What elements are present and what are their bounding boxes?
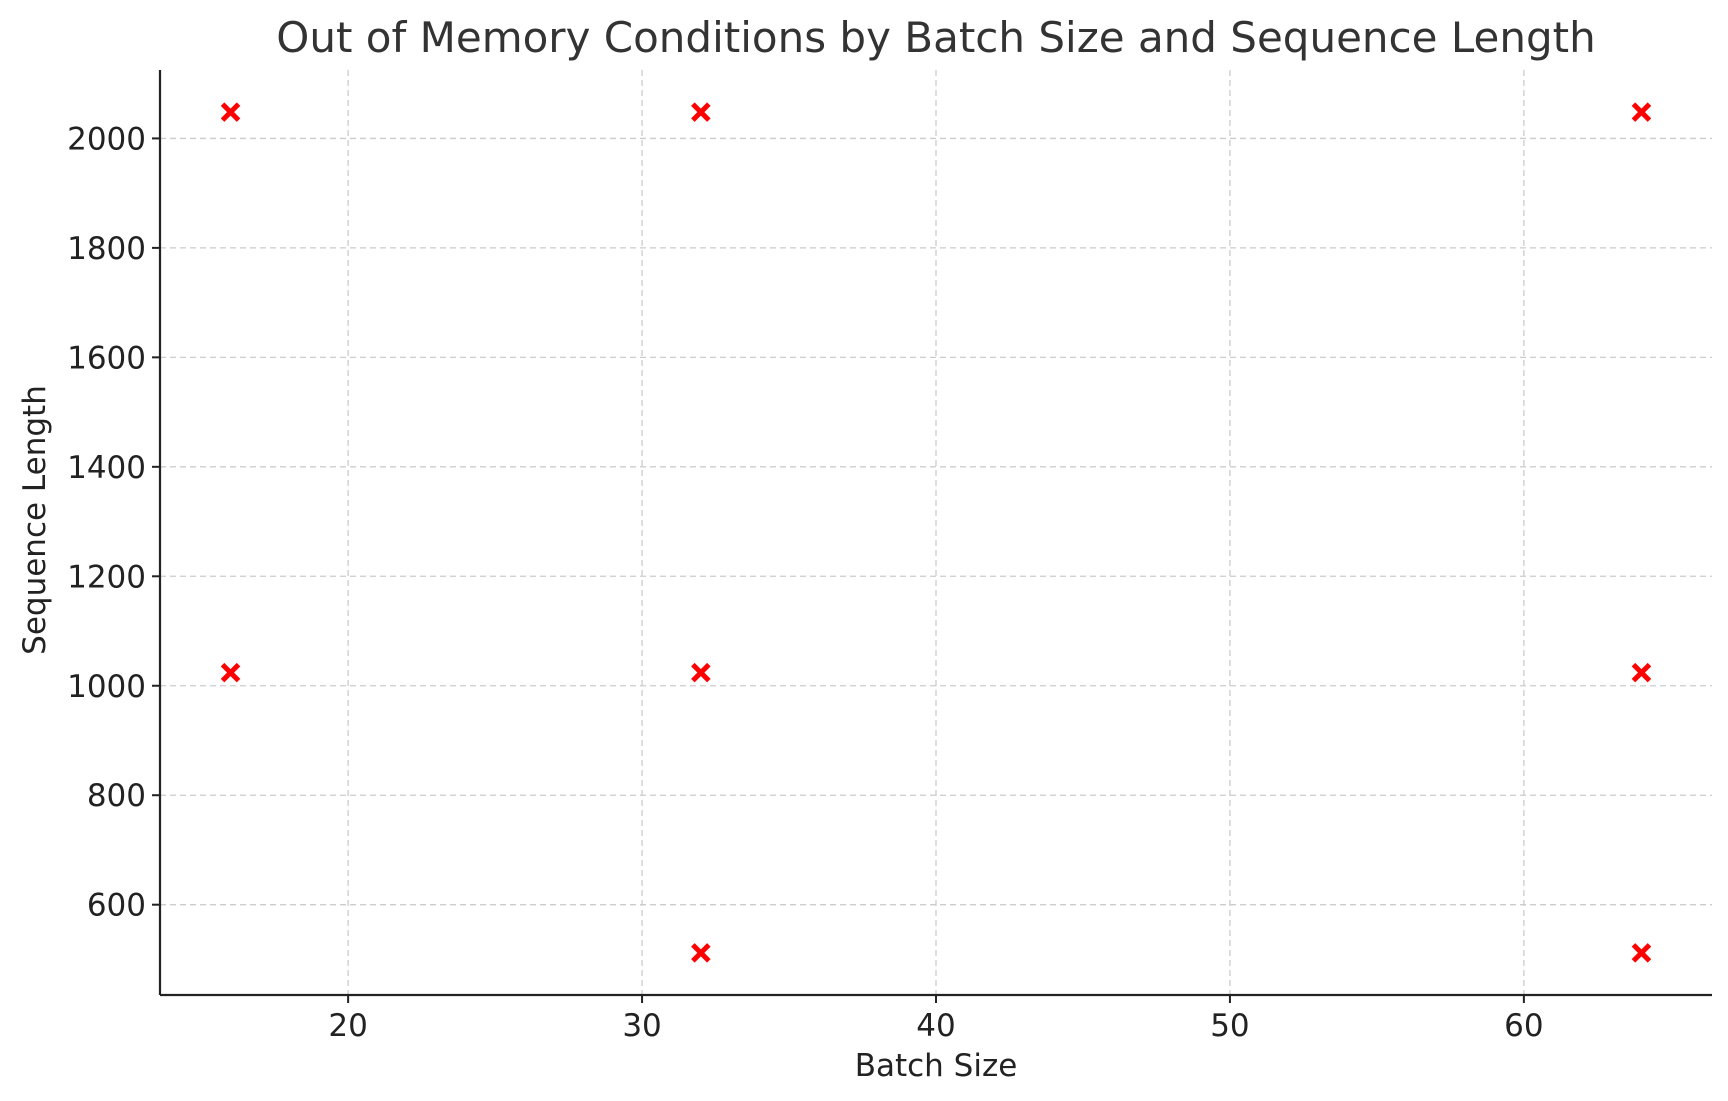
data-point-stroke [1631,102,1652,122]
data-point [220,102,241,122]
data-point-stroke [1631,943,1652,963]
data-point-stroke [220,662,241,683]
data-point [691,102,711,122]
data-point [691,943,711,963]
y-axis-ticks: 600 800 1000 1200 1400 1600 1800 2000 [67,121,160,924]
y-tick-label: 1200 [67,559,146,595]
data-points [220,102,1652,963]
y-tick-label: 800 [87,778,146,814]
data-point [220,662,241,683]
data-point-stroke [1631,662,1652,683]
x-tick-label: 60 [1504,1008,1543,1044]
y-tick-label: 1000 [67,669,146,705]
x-tick-label: 40 [916,1008,955,1044]
y-tick-label: 600 [87,888,146,924]
data-point-stroke [220,102,241,122]
x-axis-label: Batch Size [855,1048,1018,1084]
data-point [1631,102,1652,122]
y-axis-label: Sequence Length [17,385,53,655]
y-tick-label: 1800 [67,231,146,267]
x-axis-ticks: 20 30 40 50 60 [328,995,1544,1044]
grid-lines [160,70,1712,995]
y-tick-label: 2000 [67,121,146,157]
data-point [1631,662,1652,683]
data-point [691,662,711,683]
data-point-stroke [691,943,711,963]
y-tick-label: 1400 [67,450,146,486]
chart-title: Out of Memory Conditions by Batch Size a… [276,13,1595,62]
x-tick-label: 30 [622,1008,661,1044]
data-point-stroke [691,102,711,122]
data-point [1631,943,1652,963]
x-tick-label: 20 [328,1008,367,1044]
data-point-stroke [691,662,711,683]
y-tick-label: 1600 [67,340,146,376]
x-tick-label: 50 [1210,1008,1249,1044]
